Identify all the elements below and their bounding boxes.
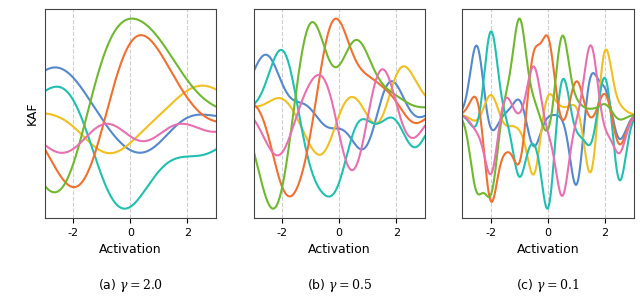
X-axis label: Activation: Activation [99,243,162,256]
Text: (c) $\gamma = 0.1$: (c) $\gamma = 0.1$ [516,277,580,294]
Y-axis label: KAF: KAF [26,102,39,125]
Text: (a) $\gamma = 2.0$: (a) $\gamma = 2.0$ [98,277,163,294]
X-axis label: Activation: Activation [516,243,579,256]
Text: (b) $\gamma = 0.5$: (b) $\gamma = 0.5$ [307,277,372,294]
X-axis label: Activation: Activation [308,243,371,256]
